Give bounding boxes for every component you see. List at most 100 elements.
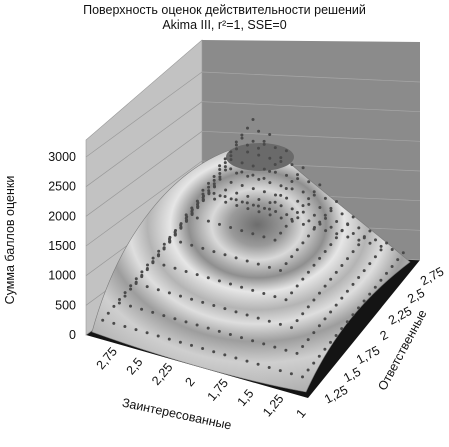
x-tick-label: 2,75 [94, 345, 120, 373]
surface-marker [284, 149, 288, 153]
surface-marker [145, 268, 149, 272]
surface-marker [195, 216, 199, 220]
surface-marker [212, 182, 216, 186]
surface-marker [362, 299, 366, 303]
surface-marker [262, 176, 266, 180]
surface-marker [351, 215, 355, 219]
surface-marker [256, 262, 260, 266]
chart-subtitle: Akima III, r²=1, SSE=0 [162, 18, 287, 32]
surface-marker [301, 166, 305, 170]
gridline [85, 71, 203, 158]
surface-marker [201, 196, 205, 200]
surface-marker [385, 271, 388, 275]
surface-marker [240, 184, 244, 188]
z-tick-label: 2500 [48, 180, 76, 194]
surface-marker [246, 174, 250, 178]
surface-marker [284, 262, 288, 266]
surface-marker [284, 298, 288, 302]
surface-marker [306, 368, 310, 372]
surface-marker [240, 136, 244, 140]
surface-marker [223, 161, 227, 165]
surface-marker [374, 238, 377, 242]
surface-marker [234, 310, 238, 314]
surface-marker [351, 232, 355, 236]
surface-marker [162, 314, 166, 318]
surface-marker [112, 321, 116, 325]
surface-marker [212, 304, 216, 308]
surface-marker [290, 187, 294, 191]
surface-marker [234, 140, 238, 144]
surface-marker [240, 170, 244, 174]
surface-marker [262, 167, 266, 171]
surface-marker [206, 326, 210, 330]
surface-marker [251, 139, 255, 143]
surface-marker [201, 198, 205, 202]
z-tick-label: 2000 [48, 209, 76, 223]
surface-marker [184, 269, 188, 273]
surface-marker [368, 262, 372, 266]
surface-marker [234, 256, 238, 260]
surface-marker [257, 129, 261, 133]
surface-marker [390, 265, 394, 269]
surface-marker [329, 340, 332, 344]
surface-marker [284, 348, 288, 352]
surface-marker [157, 249, 161, 253]
surface-marker [224, 188, 228, 192]
surface-marker [312, 190, 316, 194]
surface-marker [368, 229, 372, 233]
surface-marker [251, 173, 255, 177]
surface-marker [156, 253, 160, 257]
surface-marker [173, 266, 177, 270]
y-tick-label: 2,5 [405, 286, 427, 307]
surface-marker [312, 361, 316, 365]
y-tick-label: 1,5 [341, 365, 363, 386]
surface-marker [251, 164, 255, 168]
surface-marker [290, 326, 293, 330]
surface-marker [168, 239, 172, 243]
surface-marker [245, 143, 249, 147]
surface-marker [251, 203, 255, 207]
surface-marker [246, 194, 250, 198]
surface-marker [324, 229, 328, 233]
surface-marker [273, 238, 277, 242]
surface-marker [240, 229, 244, 233]
surface-marker [162, 246, 166, 250]
surface-marker [129, 284, 133, 288]
surface-marker [134, 328, 138, 332]
surface-marker [235, 191, 239, 195]
surface-marker [301, 241, 305, 245]
surface-marker [256, 362, 260, 366]
y-tick-label: 1,75 [354, 343, 382, 367]
surface-marker [273, 295, 277, 299]
surface-markers [101, 118, 405, 379]
surface-marker [329, 243, 333, 247]
x-tick-label: 1,75 [205, 376, 231, 404]
surface-marker [245, 359, 249, 363]
surface-marker [179, 240, 183, 244]
surface-marker [301, 344, 305, 348]
surface-marker [274, 193, 277, 197]
surface-marker [285, 196, 289, 200]
z-axis-ticks: 0 500 1000 1500 2000 2500 3000 [48, 150, 76, 342]
surface-marker [368, 241, 372, 245]
surface-marker [329, 209, 333, 213]
surface-marker [251, 232, 255, 236]
surface-marker [190, 209, 194, 213]
surface-marker [323, 317, 327, 321]
z-tick-label: 0 [69, 328, 76, 342]
surface-marker [207, 189, 211, 193]
surface-marker [290, 217, 294, 221]
surface-marker [335, 220, 339, 224]
surface-marker [273, 345, 277, 349]
surface-marker [368, 292, 372, 296]
x-tick-label: 2,25 [149, 360, 175, 388]
surface-marker [240, 161, 244, 165]
surface-marker [201, 246, 205, 250]
surface-marker [307, 197, 311, 201]
surface-marker [357, 238, 361, 242]
surface-marker [307, 180, 311, 184]
surface-marker [279, 159, 283, 163]
surface-marker [290, 255, 294, 259]
surface-marker [324, 216, 327, 220]
